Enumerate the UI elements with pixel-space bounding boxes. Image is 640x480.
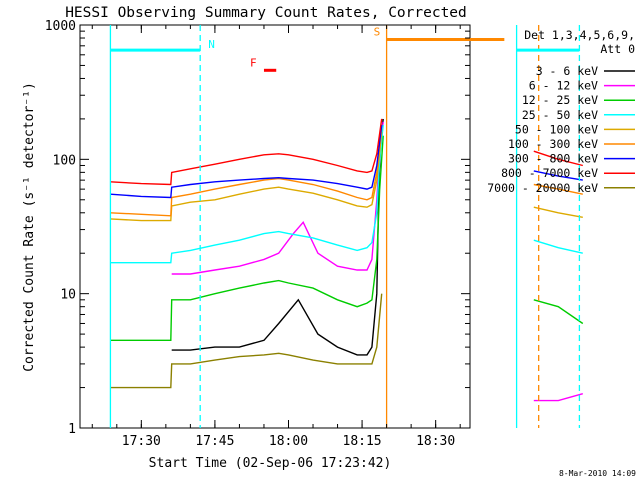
series-line: [533, 239, 583, 254]
chart-title: HESSI Observing Summary Count Rates, Cor…: [65, 5, 467, 21]
y-tick-label: 10: [60, 288, 76, 303]
y-axis-label: Corrected Count Rate (s⁻¹ detector⁻¹): [22, 82, 37, 372]
legend-label: 3 - 6 keV: [536, 64, 598, 78]
series-25-50keV: [110, 124, 583, 264]
legend-label: 12 - 25 keV: [522, 93, 598, 107]
y-tick-label: 1000: [45, 19, 76, 34]
markers-layer: N F S: [109, 25, 581, 428]
legend-label: 7000 - 20000 keV: [487, 181, 598, 195]
series-line: [533, 206, 583, 218]
flag-label-F: F: [250, 56, 257, 69]
series-line: [533, 150, 583, 167]
series-line: [110, 128, 383, 217]
x-tick-label: 18:30: [416, 434, 455, 449]
series-7000-20000keV: [110, 293, 383, 389]
series-line: [110, 131, 383, 222]
plot-frame: [79, 24, 471, 429]
series-line: [110, 135, 384, 341]
legend-title-line-1: Det 1,3,4,5,6,9,: [524, 28, 635, 42]
legend-label: 800 - 7000 keV: [501, 166, 598, 180]
y-tick-label: 1: [68, 422, 76, 437]
legend-label: 100 - 300 keV: [508, 137, 598, 151]
legend-label: 6 - 12 keV: [529, 79, 598, 93]
y-tick-label: 100: [53, 153, 76, 168]
x-tick-label: 17:45: [195, 434, 234, 449]
series-line: [110, 124, 384, 264]
y-axis: 1 10 100 1000: [45, 19, 470, 437]
series-800-7000keV: [110, 118, 583, 186]
series-line: [533, 299, 584, 325]
series-line: [110, 124, 383, 199]
x-tick-label: 18:00: [269, 434, 308, 449]
flag-label-S: S: [374, 25, 381, 38]
series-line: [533, 170, 583, 181]
legend-label: 50 - 100 keV: [515, 122, 598, 136]
legend-label: 300 - 800 keV: [508, 152, 598, 166]
x-tick-label: 17:30: [122, 434, 161, 449]
series-300-800keV: [110, 124, 583, 199]
legend-title-line-2: Att 0: [600, 42, 635, 56]
series-layer: [110, 118, 584, 402]
flag-label-N: N: [208, 38, 215, 51]
x-tick-label: 18:15: [343, 434, 382, 449]
series-line: [110, 293, 383, 389]
footer-date: 8-Mar-2010 14:09: [559, 469, 636, 478]
series-line: [533, 393, 583, 402]
x-axis-label: Start Time (02-Sep-06 17:23:42): [149, 456, 392, 471]
series-line: [533, 183, 583, 195]
plot-area: [79, 24, 471, 429]
series-100-300keV: [110, 128, 583, 217]
legend-label: 25 - 50 keV: [522, 108, 598, 122]
series-12-25keV: [110, 135, 584, 341]
series-line: [171, 121, 384, 275]
x-axis: 17:30 17:45 18:00 18:15 18:30: [91, 25, 461, 449]
series-line: [110, 118, 383, 186]
